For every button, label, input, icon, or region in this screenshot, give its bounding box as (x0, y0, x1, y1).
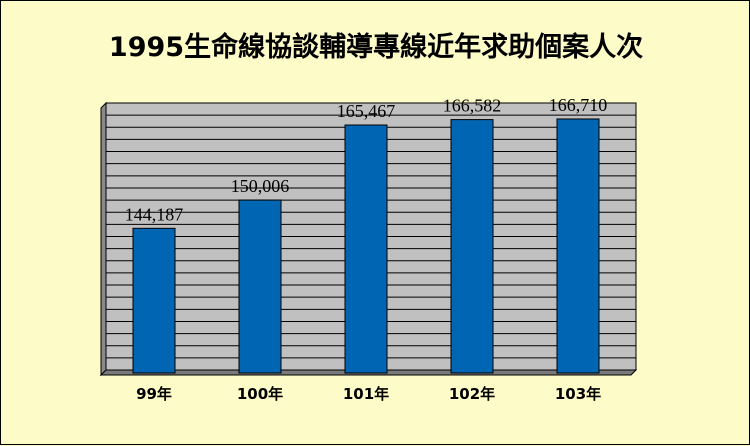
plot-side-wall (100, 101, 107, 377)
data-label: 166,710 (549, 95, 608, 115)
x-tick-label: 99年 (136, 385, 172, 403)
data-label: 165,467 (337, 101, 396, 121)
data-label: 150,006 (231, 176, 290, 196)
x-tick-label: 101年 (343, 385, 389, 403)
x-tick-label: 103年 (555, 385, 601, 403)
chart-title: 1995生命線協談輔導專線近年求助個案人次 (109, 31, 643, 63)
plot-area: 144,187 99年 150,006 100年 165,467 101年 166,582 1… (99, 95, 638, 403)
x-tick-label: 102年 (449, 385, 495, 403)
data-label: 144,187 (125, 204, 184, 224)
bar (344, 124, 388, 374)
bar (132, 227, 176, 374)
bar (238, 199, 282, 374)
data-label: 166,582 (443, 96, 502, 116)
bar (556, 118, 600, 374)
bar (450, 119, 494, 374)
x-tick-label: 100年 (237, 385, 283, 403)
